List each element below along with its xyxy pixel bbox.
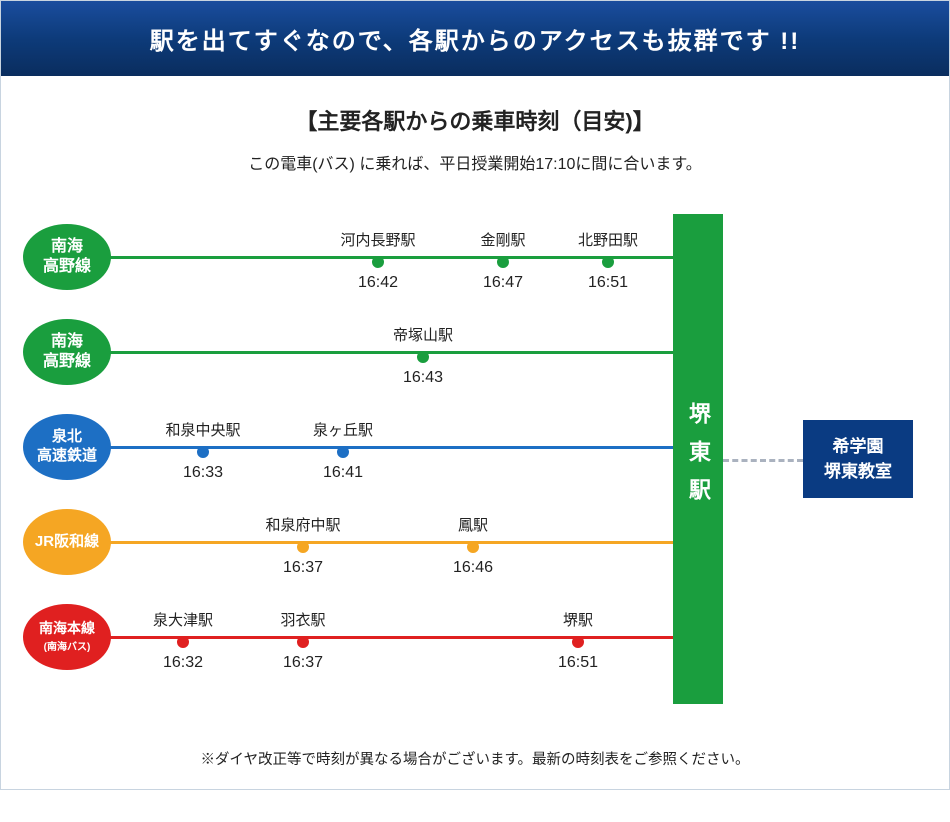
stop-name: 泉大津駅 (123, 609, 243, 630)
stop-name: 泉ヶ丘駅 (283, 419, 403, 440)
line-badge: 南海高野線 (23, 224, 111, 290)
line-badge: 泉北高速鉄道 (23, 414, 111, 480)
stop-dot-icon (337, 446, 349, 458)
stop-dot-icon (572, 636, 584, 648)
stop: 堺駅 16:51 (518, 609, 638, 672)
stop-dot-icon (297, 541, 309, 553)
timetable-chart: 堺東駅 希学園堺東教室 南海高野線 河内長野駅 16:42 金剛駅 16:47 北野田駅 16:… (23, 214, 927, 714)
stop: 和泉府中駅 16:37 (243, 514, 363, 577)
stop-dot-icon (177, 636, 189, 648)
stop-time: 16:43 (363, 369, 483, 387)
stop: 北野田駅 16:51 (548, 229, 668, 292)
destination-label: 堺東駅 (682, 402, 714, 516)
line-badge: 南海本線(南海バス) (23, 604, 111, 670)
stop: 泉大津駅 16:32 (123, 609, 243, 672)
banner: 駅を出てすぐなので、各駅からのアクセスも抜群です !! (1, 1, 949, 76)
destination-bar: 堺東駅 (673, 214, 723, 704)
stop-dot-icon (602, 256, 614, 268)
stop-name: 鳳駅 (413, 514, 533, 535)
stop-dot-icon (417, 351, 429, 363)
stop: 泉ヶ丘駅 16:41 (283, 419, 403, 482)
stop-time: 16:37 (243, 559, 363, 577)
stop-time: 16:46 (413, 559, 533, 577)
stop-dot-icon (497, 256, 509, 268)
stop-name: 羽衣駅 (243, 609, 363, 630)
stop-name: 和泉中央駅 (143, 419, 263, 440)
line-badge: 南海高野線 (23, 319, 111, 385)
stop-name: 金剛駅 (443, 229, 563, 250)
stop-time: 16:41 (283, 464, 403, 482)
content-area: 【主要各駅からの乗車時刻（目安)】 この電車(バス) に乗れば、平日授業開始17… (1, 76, 949, 789)
stop-dot-icon (297, 636, 309, 648)
stop-time: 16:37 (243, 654, 363, 672)
stop-time: 16:33 (143, 464, 263, 482)
stop-name: 帝塚山駅 (363, 324, 483, 345)
line-track (103, 541, 673, 544)
stop-name: 堺駅 (518, 609, 638, 630)
page-container: 駅を出てすぐなので、各駅からのアクセスも抜群です !! 【主要各駅からの乗車時刻… (0, 0, 950, 790)
chart-subtitle: この電車(バス) に乗れば、平日授業開始17:10に間に合います。 (23, 150, 927, 174)
stop-name: 和泉府中駅 (243, 514, 363, 535)
school-box: 希学園堺東教室 (803, 420, 913, 498)
stop-name: 河内長野駅 (318, 229, 438, 250)
stop: 鳳駅 16:46 (413, 514, 533, 577)
stop-time: 16:51 (548, 274, 668, 292)
stop-dot-icon (197, 446, 209, 458)
connector-dashed (723, 459, 803, 462)
stop: 羽衣駅 16:37 (243, 609, 363, 672)
stop: 金剛駅 16:47 (443, 229, 563, 292)
stop: 帝塚山駅 16:43 (363, 324, 483, 387)
line-badge: JR阪和線 (23, 509, 111, 575)
stop-time: 16:47 (443, 274, 563, 292)
stop-time: 16:32 (123, 654, 243, 672)
footnote: ※ダイヤ改正等で時刻が異なる場合がございます。最新の時刻表をご参照ください。 (23, 748, 927, 769)
banner-text: 駅を出てすぐなので、各駅からのアクセスも抜群です !! (150, 28, 801, 55)
stop-time: 16:51 (518, 654, 638, 672)
chart-title: 【主要各駅からの乗車時刻（目安)】 (23, 104, 927, 136)
stop-dot-icon (372, 256, 384, 268)
stop-name: 北野田駅 (548, 229, 668, 250)
stop-dot-icon (467, 541, 479, 553)
stop: 河内長野駅 16:42 (318, 229, 438, 292)
school-label: 希学園堺東教室 (824, 434, 892, 485)
stop: 和泉中央駅 16:33 (143, 419, 263, 482)
stop-time: 16:42 (318, 274, 438, 292)
